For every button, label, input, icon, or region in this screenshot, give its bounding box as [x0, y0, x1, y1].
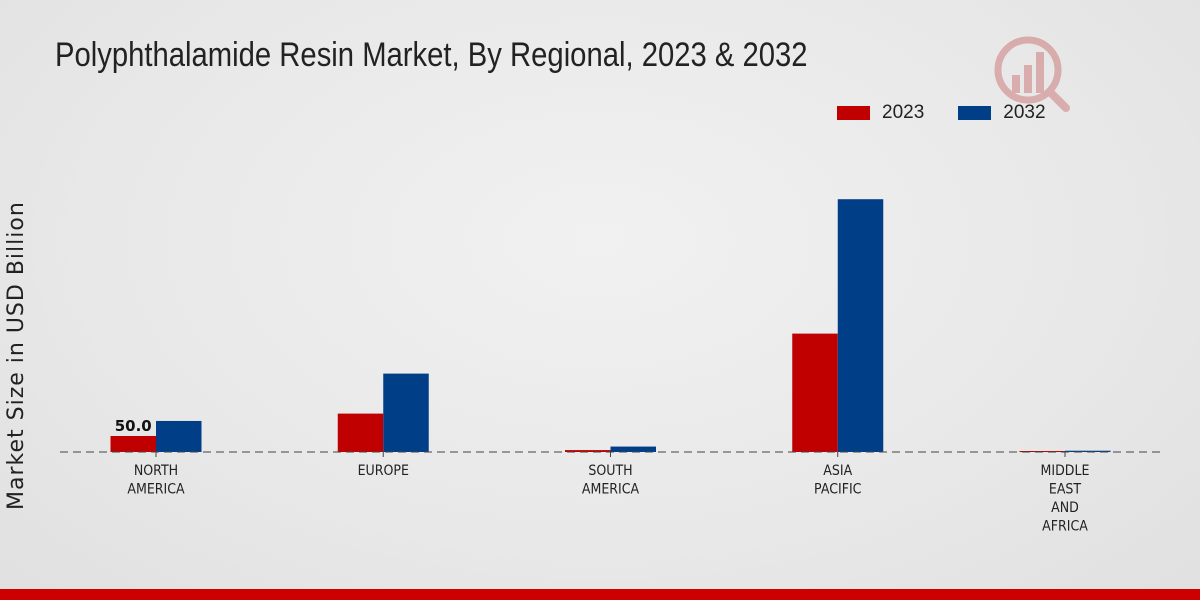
legend-swatch-2032 — [958, 106, 992, 120]
bar-2032-1 — [383, 373, 429, 452]
legend-label-2023: 2023 — [882, 102, 925, 123]
chart-title: Polyphthalamide Resin Market, By Regiona… — [55, 36, 808, 74]
bar-2023-3 — [792, 333, 838, 452]
bottom-accent-bar — [0, 589, 1200, 600]
x-tick-label-3: ASIA PACIFIC — [814, 463, 861, 497]
bar-2023-0 — [110, 436, 156, 452]
legend-swatch-2023 — [837, 106, 870, 120]
x-tick-label-0: NORTH AMERICA — [127, 463, 184, 497]
legend-label-2032: 2032 — [1003, 102, 1046, 123]
bar-2032-4 — [1065, 450, 1111, 452]
data-label-2023-0: 50.0 — [115, 417, 152, 435]
bar-2023-1 — [337, 413, 384, 452]
x-tick-label-1: EUROPE — [358, 463, 409, 479]
legend-item-2023: 2023 — [837, 102, 924, 124]
bar-2032-2 — [610, 446, 656, 452]
bar-2032-0 — [156, 420, 202, 452]
bar-2032-3 — [837, 199, 884, 452]
chart-legend: 2023 2032 — [837, 102, 1080, 124]
x-tick-label-4: MIDDLE EAST AND AFRICA — [1041, 463, 1090, 534]
legend-item-2032: 2032 — [958, 102, 1046, 124]
x-tick-label-2: SOUTH AMERICA — [582, 463, 639, 497]
brand-logo-icon — [994, 36, 1070, 112]
bar-2023-2 — [565, 450, 611, 452]
